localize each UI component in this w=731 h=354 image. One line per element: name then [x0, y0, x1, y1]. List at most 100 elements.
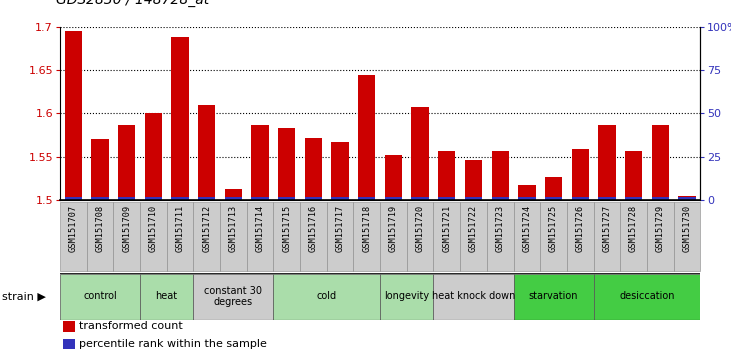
Bar: [145, 198, 162, 200]
Bar: [63, 321, 75, 331]
Bar: [625, 198, 643, 200]
Bar: [251, 198, 269, 200]
Bar: [278, 128, 295, 200]
Bar: [598, 198, 616, 200]
Bar: [465, 198, 482, 200]
Bar: [412, 198, 429, 200]
Text: strain ▶: strain ▶: [2, 291, 46, 302]
Text: GSM151712: GSM151712: [202, 205, 211, 252]
Bar: [406, 202, 433, 271]
Text: GSM151723: GSM151723: [496, 205, 504, 252]
Bar: [193, 274, 273, 320]
Text: GSM151714: GSM151714: [256, 205, 265, 252]
Text: longevity: longevity: [385, 291, 429, 302]
Text: starvation: starvation: [529, 291, 578, 302]
Text: GSM151728: GSM151728: [629, 205, 638, 252]
Bar: [273, 274, 380, 320]
Bar: [167, 202, 193, 271]
Text: GSM151720: GSM151720: [416, 205, 425, 252]
Bar: [572, 149, 589, 200]
Bar: [331, 198, 349, 200]
Bar: [545, 198, 562, 200]
Bar: [598, 125, 616, 200]
Bar: [433, 274, 513, 320]
Text: GDS2830 / 148728_at: GDS2830 / 148728_at: [56, 0, 210, 7]
Text: GSM151708: GSM151708: [96, 205, 105, 252]
Bar: [145, 113, 162, 200]
Bar: [380, 274, 433, 320]
Bar: [140, 202, 167, 271]
Bar: [438, 152, 455, 200]
Text: GSM151721: GSM151721: [442, 205, 451, 252]
Bar: [385, 155, 402, 200]
Text: percentile rank within the sample: percentile rank within the sample: [79, 339, 267, 349]
Bar: [540, 202, 567, 271]
Bar: [305, 138, 322, 200]
Text: GSM151713: GSM151713: [229, 205, 238, 252]
Bar: [438, 198, 455, 200]
Bar: [620, 202, 647, 271]
Bar: [491, 150, 509, 200]
Text: GSM151719: GSM151719: [389, 205, 398, 252]
Text: GSM151726: GSM151726: [576, 205, 585, 252]
Text: GSM151710: GSM151710: [149, 205, 158, 252]
Bar: [113, 202, 140, 271]
Bar: [678, 198, 696, 200]
Bar: [567, 202, 594, 271]
Bar: [305, 198, 322, 200]
Bar: [380, 202, 406, 271]
Bar: [193, 202, 220, 271]
Text: GSM151718: GSM151718: [363, 205, 371, 252]
Bar: [60, 202, 86, 271]
Text: GSM151707: GSM151707: [69, 205, 77, 252]
Bar: [140, 274, 193, 320]
Bar: [327, 202, 354, 271]
Text: GSM151727: GSM151727: [602, 205, 611, 252]
Text: GSM151729: GSM151729: [656, 205, 664, 252]
Bar: [118, 125, 135, 200]
Bar: [331, 142, 349, 200]
Bar: [513, 274, 594, 320]
Bar: [171, 37, 189, 200]
Text: GSM151725: GSM151725: [549, 205, 558, 252]
Bar: [545, 177, 562, 200]
Bar: [64, 198, 82, 200]
Bar: [358, 75, 376, 200]
Bar: [60, 274, 140, 320]
Bar: [647, 202, 674, 271]
Bar: [63, 339, 75, 349]
Bar: [91, 198, 109, 200]
Bar: [224, 189, 242, 200]
Bar: [354, 202, 380, 271]
Bar: [518, 185, 536, 200]
Text: GSM151709: GSM151709: [122, 205, 131, 252]
Bar: [278, 198, 295, 200]
Bar: [433, 202, 461, 271]
Bar: [678, 196, 696, 200]
Text: control: control: [83, 291, 117, 302]
Bar: [594, 274, 700, 320]
Bar: [412, 107, 429, 200]
Bar: [358, 198, 376, 200]
Bar: [91, 139, 109, 200]
Bar: [385, 198, 402, 200]
Bar: [220, 202, 246, 271]
Text: GSM151717: GSM151717: [336, 205, 344, 252]
Bar: [491, 198, 509, 200]
Bar: [64, 31, 82, 200]
Bar: [300, 202, 327, 271]
Bar: [118, 198, 135, 200]
Bar: [273, 202, 300, 271]
Bar: [651, 125, 669, 200]
Bar: [594, 202, 620, 271]
Bar: [625, 150, 643, 200]
Bar: [572, 198, 589, 200]
Bar: [518, 198, 536, 200]
Bar: [674, 202, 700, 271]
Text: GSM151716: GSM151716: [309, 205, 318, 252]
Text: heat knock down: heat knock down: [432, 291, 515, 302]
Bar: [651, 198, 669, 200]
Bar: [224, 198, 242, 200]
Text: constant 30
degrees: constant 30 degrees: [205, 286, 262, 307]
Text: transformed count: transformed count: [79, 321, 183, 331]
